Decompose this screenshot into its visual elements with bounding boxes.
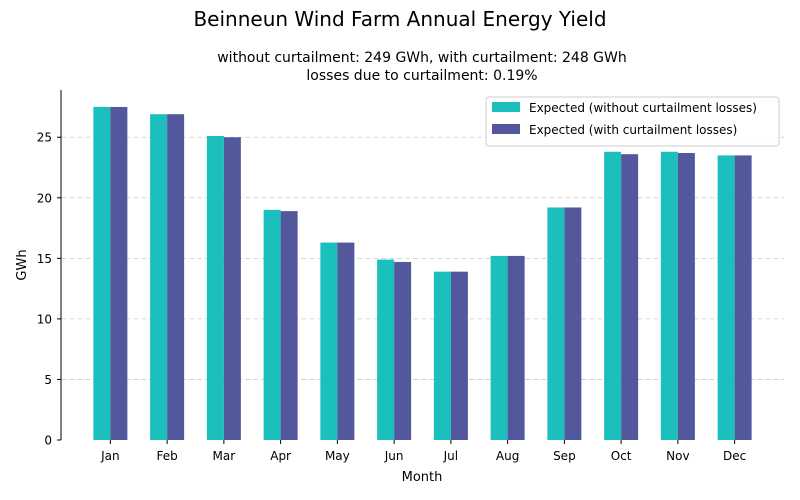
x-tick-label: May [325, 449, 350, 463]
y-tick-label: 25 [37, 131, 52, 145]
bar [280, 211, 298, 440]
bar [621, 154, 639, 441]
bar [677, 152, 695, 441]
bar [450, 271, 468, 440]
x-tick-label: Jul [443, 449, 458, 463]
x-tick-label: Mar [213, 449, 236, 463]
x-tick-label: Sep [553, 449, 576, 463]
chart-suptitle: Beinneun Wind Farm Annual Energy Yield [193, 7, 606, 31]
x-tick-label: Dec [723, 449, 746, 463]
x-tick-label: Aug [496, 449, 519, 463]
bar [263, 209, 281, 440]
x-tick-label: Nov [666, 449, 689, 463]
y-tick-label: 20 [37, 191, 52, 205]
bar [93, 106, 111, 440]
bar [110, 106, 128, 440]
y-tick-label: 5 [44, 373, 52, 387]
x-tick-label: Apr [270, 449, 291, 463]
bar [490, 255, 508, 440]
y-tick-label: 0 [44, 434, 52, 448]
y-tick-label: 15 [37, 252, 52, 266]
bar [320, 242, 338, 440]
legend-label: Expected (with curtailment losses) [529, 123, 737, 137]
axes: 0 5 10 15 20 25 Jan Feb Mar Apr May Jun Jul Aug Sep Oct… [37, 90, 746, 463]
bar [377, 259, 395, 440]
bar [337, 242, 355, 440]
bar [547, 207, 565, 440]
bar [604, 151, 622, 440]
bar [564, 207, 582, 440]
bar [734, 155, 752, 440]
y-tick-label: 10 [37, 312, 52, 326]
legend: Expected (without curtailment losses) Exp… [485, 96, 780, 147]
y-axis-label: GWh [15, 249, 30, 280]
bar [150, 114, 168, 441]
x-tick-label: Feb [156, 449, 177, 463]
legend-swatch [492, 124, 520, 134]
legend-label: Expected (without curtailment losses) [529, 101, 757, 115]
x-axis-label: Month [402, 470, 443, 485]
x-tick-label: Oct [611, 449, 632, 463]
bar [507, 255, 525, 440]
bar [394, 261, 412, 440]
bar [660, 151, 678, 440]
x-tick-label: Jan [100, 449, 120, 463]
bar [433, 271, 451, 440]
legend-swatch [492, 102, 520, 112]
chart-title-line2: losses due to curtailment: 0.19% [306, 68, 537, 84]
bar [206, 136, 224, 441]
x-tick-label: Jun [384, 449, 404, 463]
bar [717, 155, 735, 440]
legend-box [485, 96, 780, 147]
chart-title-line1: without curtailment: 249 GWh, with curta… [217, 50, 627, 66]
bars [93, 106, 752, 441]
bar [223, 137, 241, 441]
bar [167, 114, 185, 441]
